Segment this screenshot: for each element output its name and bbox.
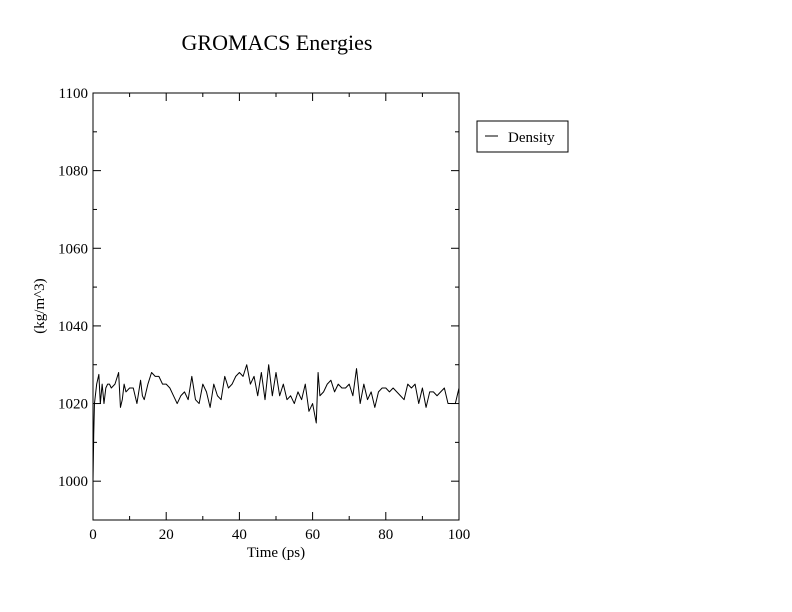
series-line-density: [92, 364, 460, 482]
y-tick-label-1080: 1080: [58, 164, 88, 180]
y-tick-label-1020: 1020: [58, 397, 88, 413]
y-axis-label: (kg/m^3): [32, 278, 48, 333]
plot-frame: [92, 92, 460, 521]
series-layer: [92, 364, 460, 482]
x-tick-label-100: 100: [448, 527, 471, 543]
x-tick-label-40: 40: [232, 527, 247, 543]
legend-label-density: Density: [508, 130, 555, 146]
x-tick-label-80: 80: [378, 527, 393, 543]
y-tick-label-1000: 1000: [58, 474, 88, 490]
y-tick-label-1100: 1100: [59, 86, 88, 102]
axis-tick-labels: 0 20 40 60 80 100 1000 1020 1040 1060 1080 1100: [58, 86, 470, 543]
x-axis-label: Time (ps): [247, 545, 305, 561]
axis-ticks: [92, 92, 460, 521]
y-tick-label-1060: 1060: [58, 241, 88, 257]
y-tick-label-1040: 1040: [58, 319, 88, 335]
x-tick-label-60: 60: [305, 527, 320, 543]
x-tick-label-20: 20: [159, 527, 174, 543]
legend: Density: [476, 120, 569, 153]
x-tick-label-0: 0: [89, 527, 97, 543]
chart-title: GROMACS Energies: [182, 30, 373, 55]
